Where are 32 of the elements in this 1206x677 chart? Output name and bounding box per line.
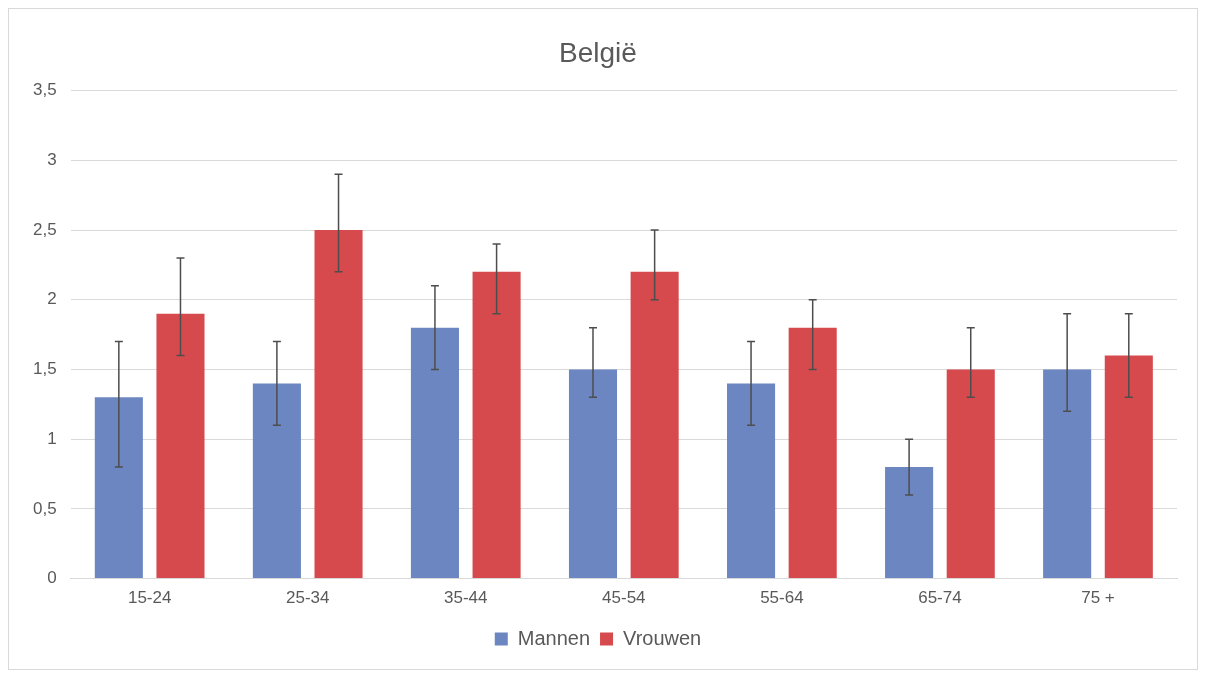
x-tick-label: 75 + xyxy=(1081,588,1115,608)
y-tick-label: 2,5 xyxy=(32,219,57,239)
x-tick-label: 45-54 xyxy=(602,588,646,608)
y-tick-label: 3,5 xyxy=(32,80,57,100)
y-tick-label: 1,5 xyxy=(32,359,57,379)
bar xyxy=(885,467,934,579)
bar xyxy=(156,313,205,579)
bar xyxy=(314,230,363,579)
bar xyxy=(472,271,521,579)
bar xyxy=(94,397,143,579)
legend-label: Vrouwen xyxy=(623,626,702,649)
x-tick-label: 35-44 xyxy=(444,588,488,608)
x-tick-label: 25-34 xyxy=(285,588,330,608)
y-tick-label: 0,5 xyxy=(32,498,57,518)
bar xyxy=(410,327,459,579)
legend-label: Mannen xyxy=(517,626,591,649)
bar xyxy=(946,369,995,579)
y-tick-label: 2 xyxy=(47,289,57,309)
x-tick-label: 65-74 xyxy=(918,588,962,608)
bar xyxy=(1043,369,1092,579)
bar xyxy=(788,327,837,579)
bar xyxy=(568,369,618,579)
bar xyxy=(1104,355,1153,579)
chart-title: België xyxy=(559,36,637,68)
bar xyxy=(252,383,301,579)
y-tick-label: 0 xyxy=(47,568,57,588)
x-tick-label: 55-64 xyxy=(760,588,804,608)
x-tick-label: 15-24 xyxy=(127,588,172,608)
bar xyxy=(630,271,679,579)
bar xyxy=(727,383,776,579)
y-tick-label: 1 xyxy=(47,428,57,448)
y-tick-label: 3 xyxy=(47,150,57,169)
